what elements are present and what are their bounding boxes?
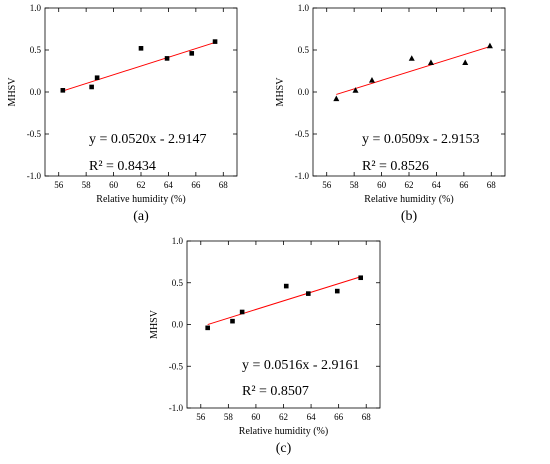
chart-panel-1: -1.0 -0.5 0.0 0.5 1.0 56 58 60 62 64 66 68 Relative …: [7, 3, 238, 224]
y-tick-label: 1.0: [298, 3, 310, 13]
data-point: [60, 88, 66, 93]
r-squared: R² = 0.8507: [242, 384, 309, 399]
regression-equation: y = 0.0509x - 2.9153: [362, 132, 480, 147]
data-point: [138, 46, 144, 51]
x-tick-label: 64: [307, 412, 317, 422]
x-tick-label: 60: [109, 180, 119, 190]
data-point: [189, 51, 195, 56]
chart-panel-3: -1.0 -0.5 0.0 0.5 1.0 56 58 60 62 64 66 68 Relative …: [149, 236, 381, 456]
panel-label: (b): [401, 209, 418, 224]
data-point: [239, 309, 245, 315]
y-tick-label: 1.0: [30, 3, 42, 13]
x-tick-label: 62: [279, 412, 288, 422]
y-tick-label: 0.5: [298, 45, 310, 55]
x-tick-label: 62: [137, 180, 146, 190]
y-tick-label: -1.0: [295, 171, 310, 181]
x-axis-label: Relative humidity (%): [96, 194, 185, 205]
data-point: [334, 288, 340, 294]
plot-frame: [186, 240, 381, 409]
regression-equation: y = 0.0520x - 2.9147: [89, 132, 207, 147]
plot-frame: [44, 7, 238, 177]
x-tick-label: 66: [191, 180, 201, 190]
data-point: [358, 275, 363, 281]
y-tick-label: -0.5: [169, 361, 184, 371]
y-tick-label: 0.0: [30, 87, 42, 97]
y-tick-label: 0.5: [30, 45, 42, 55]
panel-label: (a): [133, 209, 149, 224]
y-axis-label: MHSV: [275, 77, 286, 107]
x-tick-label: 68: [487, 180, 497, 190]
data-point: [333, 95, 340, 102]
x-tick-label: 58: [350, 180, 360, 190]
x-tick-label: 66: [334, 412, 344, 422]
x-tick-label: 58: [82, 180, 92, 190]
x-tick-label: 66: [459, 180, 469, 190]
r-squared: R² = 0.8526: [362, 159, 429, 174]
data-point: [352, 87, 359, 93]
fit-line: [207, 276, 361, 326]
fit-line: [336, 46, 491, 95]
x-tick-label: 60: [377, 180, 387, 190]
y-tick-label: 0.5: [172, 278, 184, 288]
y-axis-label: MHSV: [7, 77, 18, 107]
data-point: [486, 42, 493, 49]
y-tick-label: -1.0: [27, 171, 42, 181]
fit-line: [62, 41, 216, 92]
y-tick-label: -0.5: [295, 129, 310, 139]
data-point: [164, 56, 170, 61]
r-squared: R² = 0.8434: [89, 159, 156, 174]
chart-panel-2: -1.0 -0.5 0.0 0.5 1.0 56 58 60 62 64 66 68 Relative …: [275, 3, 506, 224]
plot-frame: [312, 7, 506, 177]
y-tick-label: -0.5: [27, 129, 42, 139]
x-tick-label: 62: [405, 180, 414, 190]
x-tick-label: 68: [362, 412, 372, 422]
data-point: [212, 39, 218, 44]
x-tick-label: 56: [54, 180, 64, 190]
x-axis-label: Relative humidity (%): [364, 194, 453, 205]
x-tick-label: 64: [432, 180, 442, 190]
x-axis-label: Relative humidity (%): [239, 426, 328, 437]
y-tick-label: 1.0: [172, 236, 184, 246]
data-point: [89, 84, 94, 90]
data-point: [283, 283, 289, 289]
x-tick-label: 64: [164, 180, 174, 190]
data-point: [230, 318, 235, 324]
x-tick-label: 60: [251, 412, 261, 422]
data-point: [408, 55, 415, 61]
x-tick-label: 56: [322, 180, 332, 190]
y-tick-label: 0.0: [172, 320, 184, 330]
x-tick-label: 58: [224, 412, 234, 422]
x-tick-label: 56: [196, 412, 206, 422]
data-point: [205, 325, 210, 331]
x-tick-label: 68: [219, 180, 229, 190]
data-point: [427, 59, 434, 65]
regression-equation: y = 0.0516x - 2.9161: [242, 358, 360, 373]
data-point: [306, 291, 311, 296]
panel-label: (c): [276, 441, 292, 456]
y-tick-label: -1.0: [169, 403, 184, 413]
data-point: [94, 75, 100, 81]
data-point: [462, 59, 469, 65]
y-tick-label: 0.0: [298, 87, 310, 97]
y-axis-label: MHSV: [149, 309, 160, 339]
data-point: [368, 77, 375, 83]
